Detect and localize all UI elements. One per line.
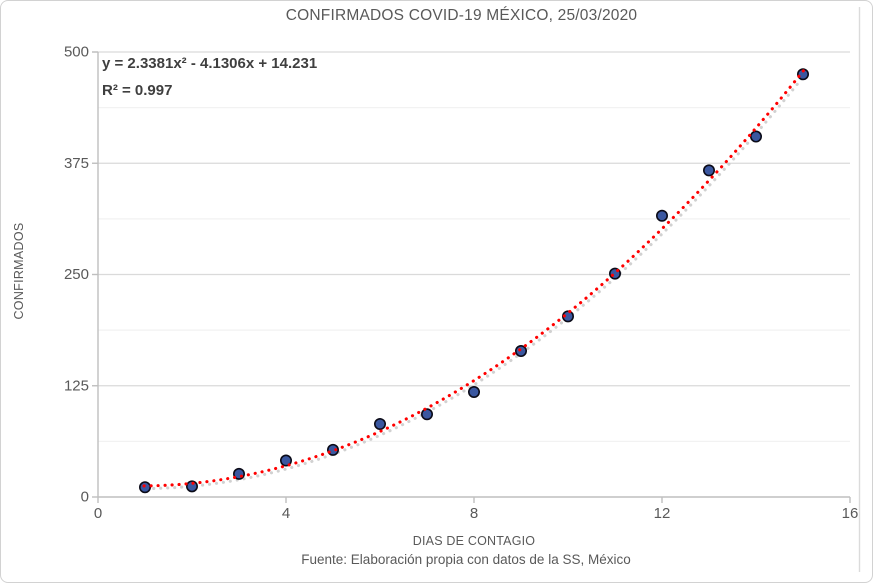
data-point bbox=[749, 130, 762, 143]
data-point bbox=[655, 209, 668, 222]
y-tick-label: 250 bbox=[64, 266, 89, 283]
trendline-path bbox=[142, 65, 809, 488]
x-tick-label: 16 bbox=[842, 505, 859, 522]
x-tick-label: 8 bbox=[470, 505, 478, 522]
trendline-annotation: y = 2.3381x² - 4.1306x + 14.231 R² = 0.9… bbox=[102, 50, 317, 104]
y-tick-label: 500 bbox=[64, 44, 89, 61]
x-tick-label: 0 bbox=[94, 505, 102, 522]
trendline-equation: y = 2.3381x² - 4.1306x + 14.231 bbox=[102, 55, 318, 72]
data-point bbox=[420, 408, 433, 421]
trendline-shadow bbox=[145, 67, 811, 491]
y-tick-label: 125 bbox=[64, 377, 89, 394]
x-axis-title: DIAS DE CONTAGIO bbox=[412, 534, 536, 548]
source-note: Fuente: Elaboración propia con datos de … bbox=[301, 552, 631, 567]
x-tick-label: 4 bbox=[282, 505, 290, 522]
y-axis-title: CONFIRMADOS bbox=[12, 222, 26, 320]
data-point bbox=[186, 480, 199, 493]
data-point bbox=[467, 385, 480, 398]
data-point bbox=[514, 345, 527, 358]
y-tick-label: 0 bbox=[81, 489, 89, 506]
data-point bbox=[279, 454, 292, 467]
y-tick-label: 375 bbox=[64, 155, 89, 172]
r-squared-value: R² = 0.997 bbox=[102, 82, 173, 99]
x-tick-label: 12 bbox=[654, 505, 671, 522]
data-point bbox=[373, 418, 386, 431]
data-point bbox=[702, 164, 715, 177]
chart-title: CONFIRMADOS COVID-19 MÉXICO, 25/03/2020 bbox=[285, 7, 638, 24]
